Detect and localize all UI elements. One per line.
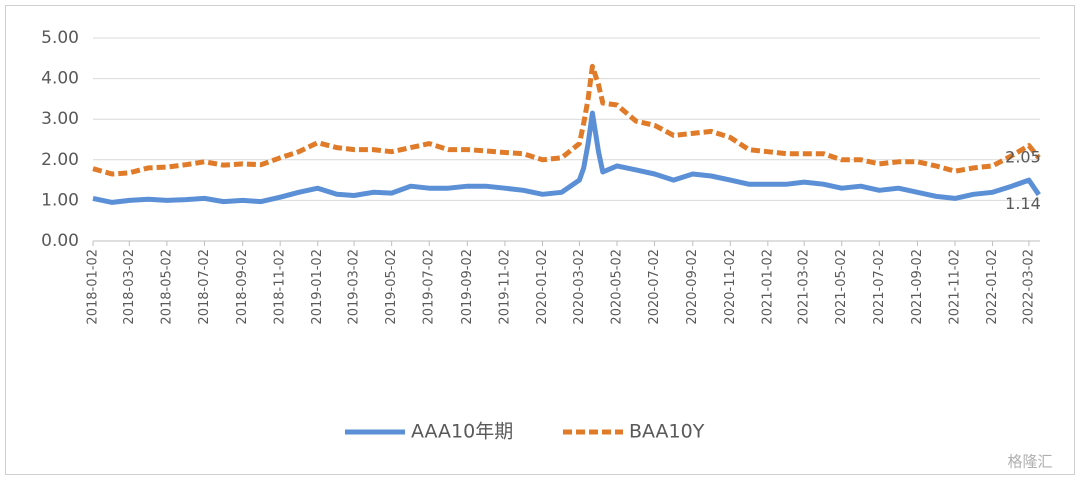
x-tick-label: 2018-01-02 (86, 249, 101, 325)
x-tick-label: 2021-07-02 (872, 249, 887, 325)
x-tick-label: 2018-03-02 (122, 249, 137, 325)
x-tick-label: 2022-03-02 (1021, 249, 1036, 325)
x-tick-label: 2021-03-02 (797, 249, 812, 325)
x-tick-label: 2020-11-02 (723, 249, 738, 325)
x-tick-label: 2020-07-02 (647, 249, 662, 325)
x-tick-label: 2020-09-02 (685, 249, 700, 325)
end-label: 2.05 (1005, 147, 1041, 166)
x-tick-label: 2020-03-02 (572, 249, 587, 325)
x-tick-label: 2020-01-02 (535, 249, 550, 325)
x-tick-label: 2019-03-02 (347, 249, 362, 325)
y-tick-label: 5.00 (41, 28, 79, 48)
y-tick-label: 3.00 (41, 109, 79, 129)
x-tick-label: 2018-05-02 (159, 249, 174, 325)
x-tick-label: 2019-11-02 (497, 249, 512, 325)
x-tick-label: 2021-09-02 (910, 249, 925, 325)
x-tick-label: 2019-07-02 (422, 249, 437, 325)
legend-label: BAA10Y (629, 421, 705, 443)
x-tick-label: 2021-11-02 (948, 249, 963, 325)
y-tick-label: 2.00 (41, 150, 79, 170)
end-label: 1.14 (1005, 194, 1041, 213)
line-series (92, 63, 1041, 177)
x-tick-label: 2019-05-02 (384, 249, 399, 325)
line-series (92, 110, 1041, 205)
x-tick-label: 2018-11-02 (273, 249, 288, 325)
x-tick-label: 2021-05-02 (834, 249, 849, 325)
y-tick-label: 1.00 (41, 190, 79, 210)
chart-border (5, 5, 1075, 475)
x-tick-label: 2021-01-02 (760, 249, 775, 325)
x-tick-label: 2018-09-02 (235, 249, 250, 325)
x-tick-label: 2018-07-02 (197, 249, 212, 325)
x-tick-label: 2019-09-02 (460, 249, 475, 325)
y-tick-label: 0.00 (41, 231, 79, 251)
x-tick-label: 2022-01-02 (985, 249, 1000, 325)
x-tick-label: 2020-05-02 (609, 249, 624, 325)
x-tick-label: 2019-01-02 (310, 249, 325, 325)
watermark: 格隆汇 (1007, 453, 1052, 471)
y-tick-label: 4.00 (41, 69, 79, 89)
legend-label: AAA10年期 (411, 421, 513, 443)
